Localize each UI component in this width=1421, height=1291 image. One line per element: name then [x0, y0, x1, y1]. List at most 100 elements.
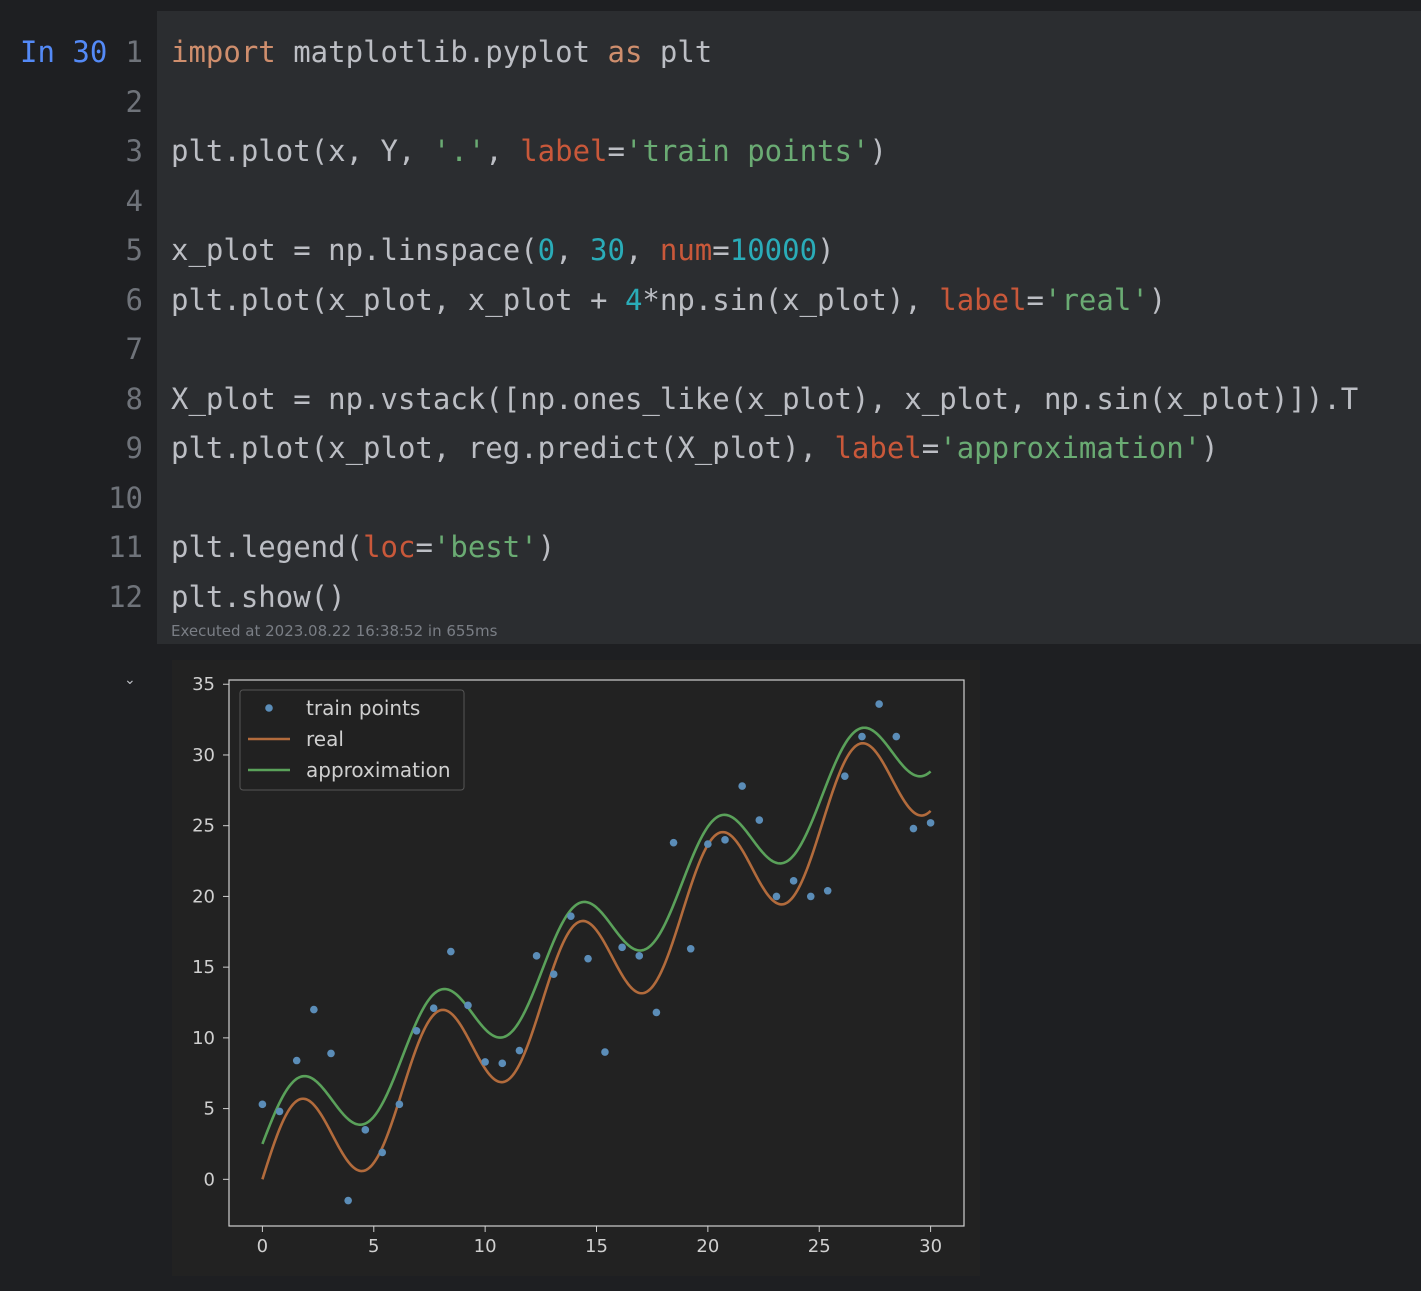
train-point	[892, 732, 901, 741]
line-number: 12	[108, 579, 143, 614]
y-tick-label: 20	[192, 886, 215, 907]
code-token: plt.show()	[171, 579, 346, 614]
x-tick-label: 10	[474, 1236, 497, 1257]
legend-marker-points	[265, 704, 273, 712]
code-token: 'approximation'	[939, 431, 1202, 465]
code-line[interactable]: plt.legend(loc='best')	[171, 525, 555, 569]
x-tick-label: 15	[585, 1236, 608, 1257]
chart: 0 5 10 15 20 25 30 0 5 10 15 20 25 30 35 train points re…	[172, 660, 980, 1276]
code-token: import	[171, 35, 276, 69]
code-line[interactable]: plt.plot(x_plot, x_plot + 4*np.sin(x_plo…	[171, 278, 1166, 322]
line-number: 10	[108, 480, 143, 515]
y-tick-label: 0	[204, 1169, 215, 1190]
code-token: ,	[485, 134, 521, 168]
code-token: 'real'	[1044, 282, 1149, 317]
code-token: loc	[363, 530, 416, 564]
train-point	[429, 1004, 438, 1012]
code-token: *np.sin(x_plot),	[642, 282, 940, 317]
train-point	[258, 1100, 267, 1109]
train-point	[567, 912, 575, 921]
code-token: plt.plot(x_plot, reg.predict(X_plot),	[171, 431, 835, 465]
code-token: plt	[642, 35, 713, 69]
code-token: )	[817, 233, 835, 267]
code-token: label	[939, 282, 1027, 317]
train-point	[704, 840, 712, 848]
code-token: )	[1201, 431, 1219, 465]
y-tick-label: 15	[192, 957, 215, 978]
code-token: =	[712, 233, 730, 267]
train-point	[412, 1026, 421, 1035]
code-token: as	[607, 35, 643, 69]
code-token: 'train points'	[625, 134, 870, 168]
train-point	[635, 952, 644, 960]
line-number: 2	[125, 84, 143, 119]
code-token: num	[659, 233, 713, 267]
y-tick-label: 35	[192, 674, 215, 695]
code-line[interactable]: plt.plot(x, Y, '.', label='train points'…	[171, 129, 887, 173]
code-token: 0	[537, 233, 556, 267]
code-token: 10000	[729, 233, 818, 267]
train-point	[721, 836, 729, 844]
execution-status: Executed at 2023.08.22 16:38:52 in 655ms	[171, 622, 498, 640]
y-tick-label: 25	[192, 816, 215, 837]
x-tick-label: 30	[919, 1236, 942, 1257]
code-token: label	[834, 431, 922, 465]
x-tick-label: 5	[368, 1236, 379, 1257]
code-token: 4	[624, 282, 643, 317]
train-point	[464, 1001, 472, 1010]
train-point	[515, 1046, 524, 1055]
x-tick-label: 0	[257, 1236, 268, 1257]
train-point	[395, 1100, 404, 1109]
code-line[interactable]: plt.show()	[171, 575, 346, 619]
x-tick-label: 20	[696, 1236, 719, 1257]
code-token: )	[537, 530, 556, 564]
line-number: 6	[125, 282, 143, 317]
line-number: 1	[125, 35, 143, 69]
chevron-down-icon[interactable]: ⌄	[124, 672, 136, 688]
code-token: matplotlib.pyplot	[275, 35, 608, 69]
train-point	[292, 1056, 301, 1065]
train-point	[310, 1005, 318, 1014]
code-token: 30	[590, 233, 625, 267]
code-token: =	[921, 431, 940, 465]
train-point	[275, 1107, 284, 1116]
train-point	[738, 782, 746, 790]
code-cell[interactable]	[157, 11, 1421, 644]
code-token: plt.plot(x, Y,	[171, 134, 433, 168]
train-point	[875, 700, 883, 708]
code-token: ,	[624, 233, 660, 267]
train-point	[327, 1049, 335, 1058]
code-token: '.'	[432, 134, 486, 168]
code-token: =	[1026, 282, 1045, 317]
code-token: 'best'	[432, 530, 538, 564]
code-line[interactable]: import matplotlib.pyplot as plt	[171, 30, 712, 74]
train-point	[498, 1059, 507, 1068]
legend-label: real	[306, 727, 344, 751]
line-number: 4	[125, 183, 143, 218]
code-line[interactable]: plt.plot(x_plot, reg.predict(X_plot), la…	[171, 426, 1219, 470]
train-point	[361, 1126, 370, 1134]
train-point	[618, 943, 626, 952]
code-line[interactable]: X_plot = np.vstack([np.ones_like(x_plot)…	[171, 377, 1358, 421]
train-point	[344, 1196, 352, 1205]
code-token: =	[415, 530, 433, 564]
code-token: =	[607, 134, 625, 168]
code-token: plt.legend(	[171, 530, 364, 564]
train-point	[789, 877, 798, 885]
code-token: ,	[555, 233, 591, 267]
legend-box	[239, 689, 465, 791]
x-tick-label: 25	[808, 1236, 831, 1257]
train-point	[447, 947, 455, 956]
code-token: )	[1148, 282, 1167, 317]
train-point	[532, 952, 541, 960]
train-point	[481, 1058, 489, 1066]
y-tick-label: 10	[192, 1028, 215, 1049]
code-token: plt.plot(x_plot, x_plot +	[171, 282, 625, 317]
train-point	[858, 732, 866, 741]
train-point	[772, 892, 781, 901]
train-point	[909, 824, 918, 833]
code-line[interactable]: x_plot = np.linspace(0, 30, num=10000)	[171, 228, 835, 272]
plot-output: 0 5 10 15 20 25 30 0 5 10 15 20 25 30 35 train points re…	[172, 660, 980, 1276]
train-point	[601, 1048, 609, 1056]
line-number: 8	[125, 381, 143, 416]
